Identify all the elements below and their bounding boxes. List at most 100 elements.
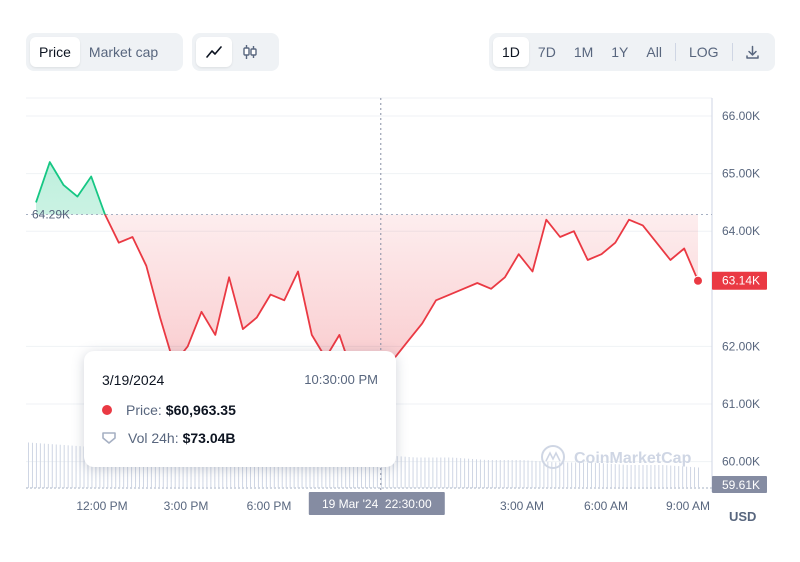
volume-bar bbox=[135, 447, 137, 488]
volume-bar bbox=[662, 465, 664, 488]
candlestick-chart-button[interactable] bbox=[232, 37, 268, 67]
volume-bar bbox=[111, 447, 113, 488]
volume-bar bbox=[650, 465, 652, 488]
volume-bar bbox=[499, 460, 501, 488]
volume-bar bbox=[226, 452, 228, 488]
volume-bar bbox=[559, 462, 561, 488]
volume-bar bbox=[257, 453, 259, 488]
volume-bar bbox=[154, 448, 156, 488]
volume-bar bbox=[333, 454, 335, 488]
volume-bar bbox=[71, 445, 73, 488]
volume-icon bbox=[102, 432, 116, 444]
volume-bar bbox=[690, 466, 692, 488]
range-7d-button[interactable]: 7D bbox=[537, 44, 556, 60]
volume-bar bbox=[47, 443, 49, 488]
volume-bar bbox=[63, 445, 65, 488]
volume-bar bbox=[95, 447, 97, 488]
volume-bar bbox=[297, 455, 299, 488]
volume-bar bbox=[571, 462, 573, 488]
volume-bar bbox=[142, 448, 144, 488]
tab-price[interactable]: Price bbox=[30, 37, 80, 67]
volume-bar bbox=[412, 457, 414, 488]
volume-bar bbox=[495, 460, 497, 488]
volume-bar bbox=[634, 465, 636, 488]
volume-bar bbox=[250, 453, 252, 488]
volume-bar bbox=[420, 457, 422, 488]
range-1y-button[interactable]: 1Y bbox=[611, 44, 629, 60]
volume-bar bbox=[519, 460, 521, 488]
volume-bar bbox=[234, 452, 236, 488]
volume-bar bbox=[642, 465, 644, 488]
range-1m-button[interactable]: 1M bbox=[573, 44, 594, 60]
volume-bar bbox=[638, 465, 640, 488]
range-1d-button[interactable]: 1D bbox=[493, 37, 529, 67]
volume-bar bbox=[678, 466, 680, 488]
y-min-tag: 59.61K bbox=[712, 476, 767, 493]
volume-bar bbox=[380, 455, 382, 488]
line-chart-button[interactable] bbox=[196, 37, 232, 67]
volume-bar bbox=[83, 446, 85, 488]
volume-bar bbox=[75, 445, 77, 488]
x-tick-label: 3:00 PM bbox=[164, 499, 209, 513]
volume-bar bbox=[698, 467, 699, 488]
volume-bar bbox=[487, 460, 489, 488]
volume-bar bbox=[35, 443, 37, 488]
y-min-tag-text: 59.61K bbox=[722, 478, 760, 492]
volume-bar bbox=[408, 456, 410, 488]
tab-market-cap[interactable]: Market cap bbox=[88, 44, 159, 60]
y-tick-label: 61.00K bbox=[722, 397, 760, 411]
volume-bar bbox=[309, 455, 311, 488]
volume-bar bbox=[424, 457, 426, 488]
volume-bar bbox=[602, 463, 604, 488]
volume-bar bbox=[127, 447, 129, 488]
volume-bar bbox=[606, 463, 608, 488]
volume-bar bbox=[368, 454, 370, 488]
range-all-button[interactable]: All bbox=[646, 44, 662, 60]
last-price-tag-text: 63.14K bbox=[722, 274, 760, 288]
candlestick-chart-icon bbox=[243, 45, 257, 59]
hover-tooltip: 3/19/2024 10:30:00 PM Price: $60,963.35 … bbox=[84, 351, 396, 467]
volume-bar bbox=[456, 457, 458, 488]
volume-bar bbox=[305, 455, 307, 488]
download-button[interactable] bbox=[737, 37, 768, 67]
volume-bar bbox=[353, 454, 355, 488]
volume-bar bbox=[166, 449, 168, 488]
volume-bar bbox=[392, 455, 394, 488]
volume-bar bbox=[527, 460, 529, 488]
x-axis: 12:00 PM 3:00 PM 6:00 PM 3:00 AM 6:00 AM 9:00… bbox=[76, 499, 710, 513]
volume-bar bbox=[515, 460, 517, 488]
tooltip-date: 3/19/2024 bbox=[102, 372, 165, 388]
volume-bar bbox=[622, 464, 624, 488]
volume-bar bbox=[618, 464, 620, 488]
volume-bar bbox=[131, 447, 133, 488]
volume-bar bbox=[444, 457, 446, 488]
crosshair-label: 19 Mar '24 22:30:00 bbox=[308, 492, 445, 515]
volume-bar bbox=[28, 442, 29, 488]
volume-bar bbox=[269, 454, 271, 488]
volume-bar bbox=[337, 454, 339, 488]
x-tick-label: 9:00 AM bbox=[666, 499, 710, 513]
volume-bar bbox=[107, 447, 109, 488]
volume-bar bbox=[555, 462, 557, 488]
volume-bar bbox=[265, 454, 267, 488]
volume-bar bbox=[610, 463, 612, 488]
volume-bar bbox=[511, 460, 513, 488]
volume-bar bbox=[301, 455, 303, 488]
volume-bar bbox=[194, 451, 196, 488]
volume-bar bbox=[91, 446, 93, 488]
volume-bar bbox=[87, 446, 89, 488]
range-divider bbox=[731, 43, 733, 61]
volume-bar bbox=[281, 455, 283, 488]
volume-bar bbox=[388, 455, 390, 488]
volume-bar bbox=[79, 446, 81, 488]
volume-bar bbox=[507, 460, 509, 488]
volume-bar bbox=[198, 452, 200, 488]
log-scale-button[interactable]: LOG bbox=[688, 44, 719, 60]
volume-bar bbox=[210, 452, 212, 488]
volume-bar bbox=[273, 454, 275, 488]
x-tick-label: 12:00 PM bbox=[76, 499, 127, 513]
volume-bar bbox=[170, 450, 172, 488]
volume-bar bbox=[384, 455, 386, 488]
volume-bar bbox=[630, 465, 632, 488]
